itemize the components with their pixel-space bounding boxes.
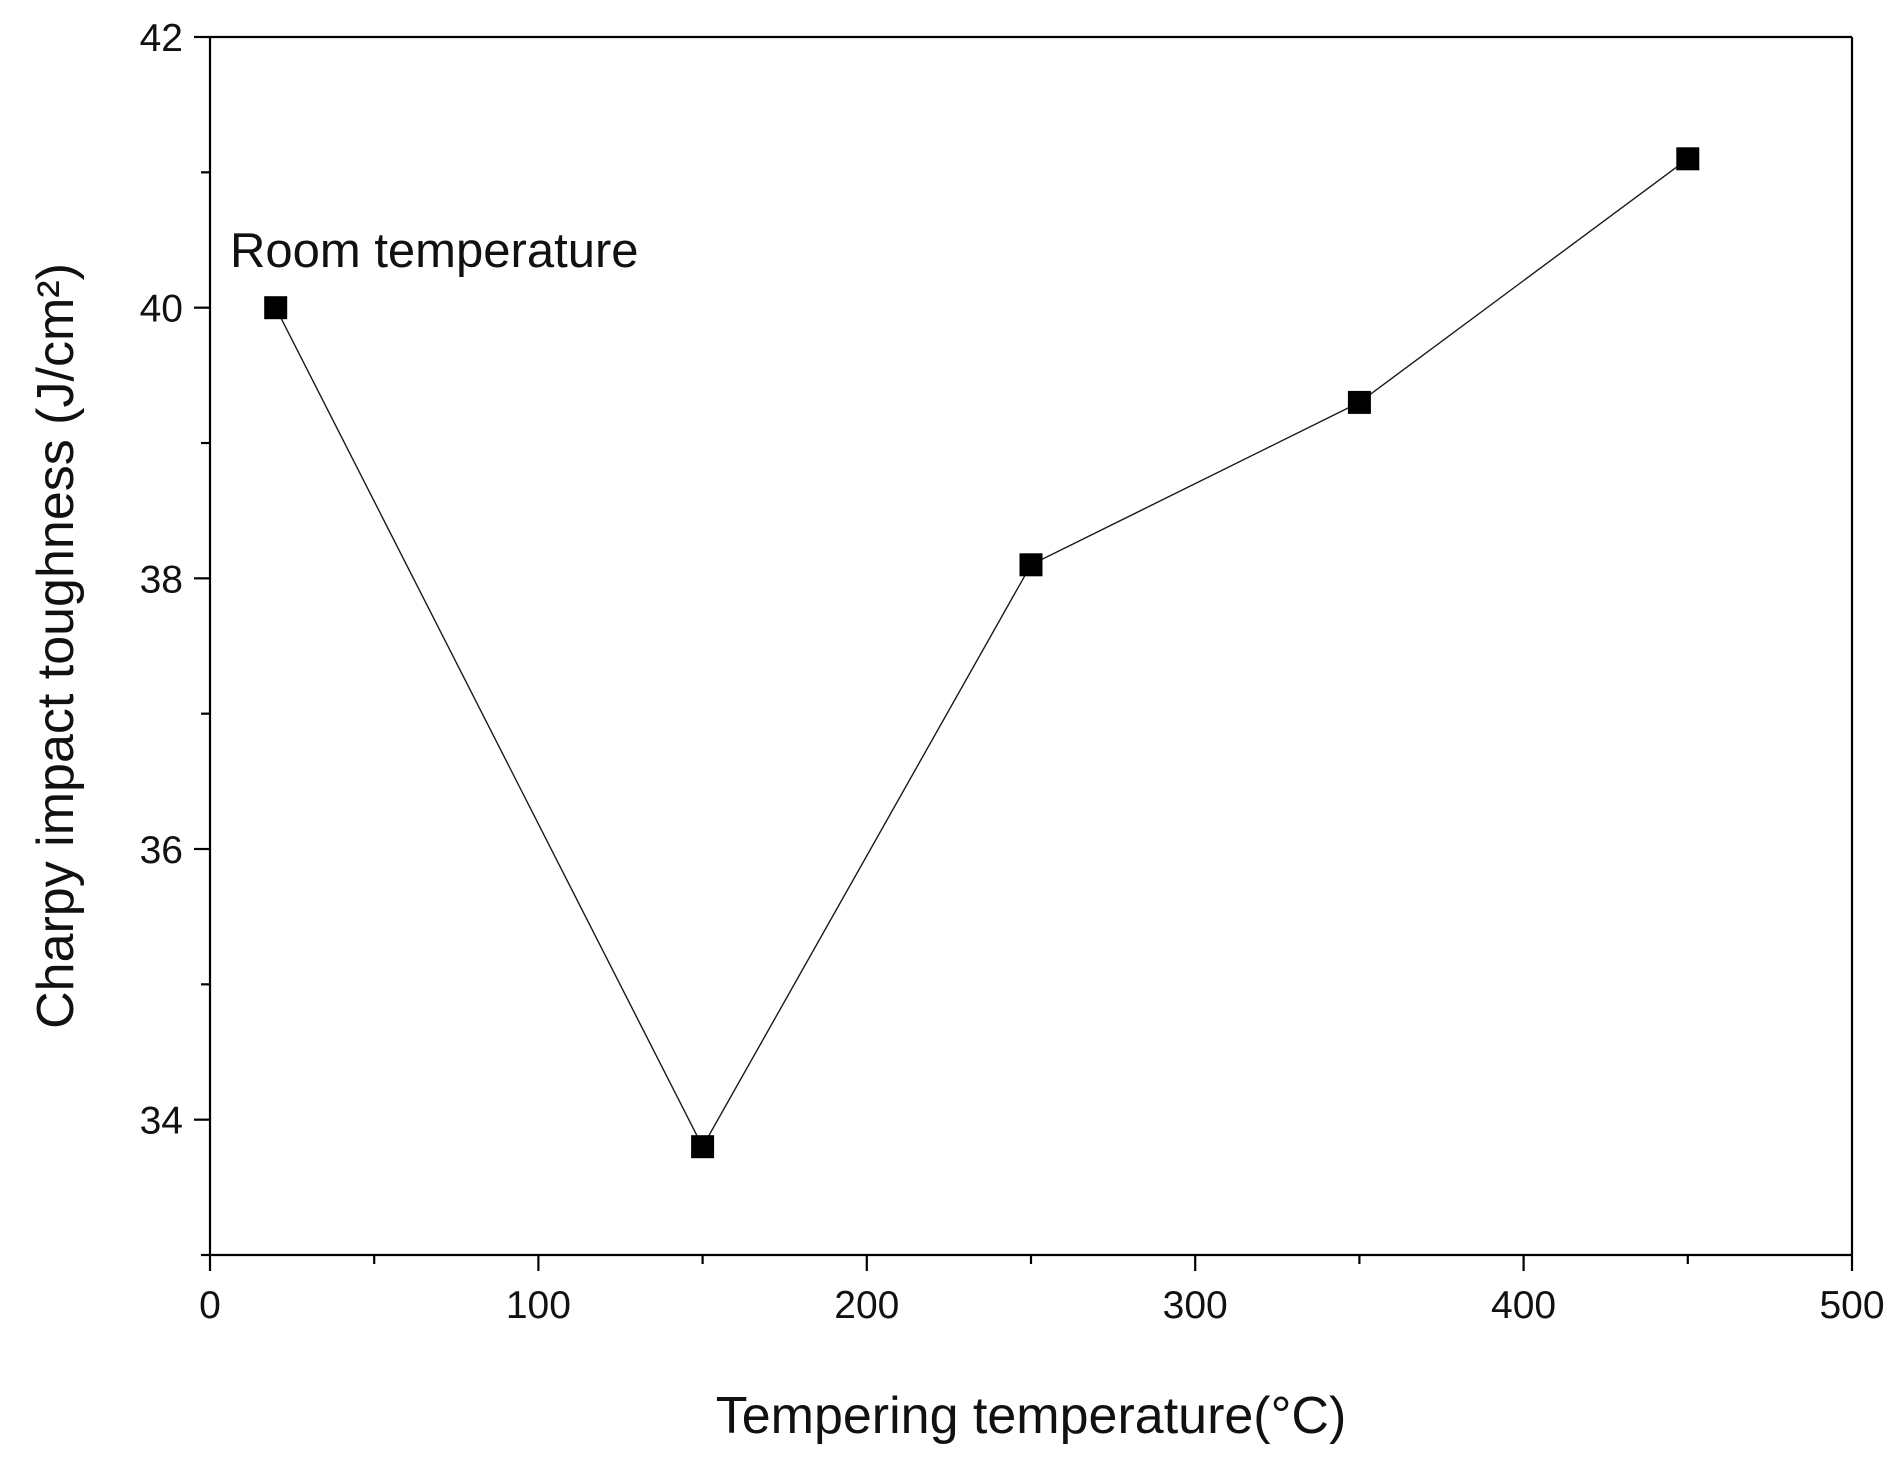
y-tick-label-40: 40 [140, 288, 183, 331]
x-tick-label-300: 300 [1163, 1284, 1228, 1327]
x-tick-label-100: 100 [506, 1284, 571, 1327]
data-point-450 [1676, 147, 1700, 171]
marker-layer [264, 147, 1700, 1159]
y-tick-label-38: 38 [140, 558, 183, 601]
x-tick-label-500: 500 [1819, 1284, 1884, 1327]
data-point-250 [1019, 553, 1043, 577]
x-tick-label-0: 0 [199, 1284, 221, 1327]
data-point-150 [691, 1135, 715, 1159]
y-tick-label-34: 34 [140, 1100, 183, 1143]
data-point-20 [264, 296, 288, 320]
y-tick-label-42: 42 [140, 17, 183, 60]
series-line-0 [275, 158, 1689, 1149]
y-axis-ticks: 34 36 38 40 42 [140, 17, 210, 1257]
y-tick-label-36: 36 [140, 829, 183, 872]
x-tick-label-200: 200 [834, 1284, 899, 1327]
x-axis-ticks: 0 100 200 300 400 500 [199, 1255, 1885, 1327]
series-layer [275, 158, 1689, 1149]
data-point-350 [1347, 390, 1371, 414]
annotation-room-temperature: Room temperature [230, 224, 639, 278]
y-axis-title: Charpy impact toughness (J/cm²) [27, 263, 85, 1029]
x-axis-title: Tempering temperature(°C) [716, 1387, 1347, 1445]
x-tick-label-400: 400 [1491, 1284, 1556, 1327]
